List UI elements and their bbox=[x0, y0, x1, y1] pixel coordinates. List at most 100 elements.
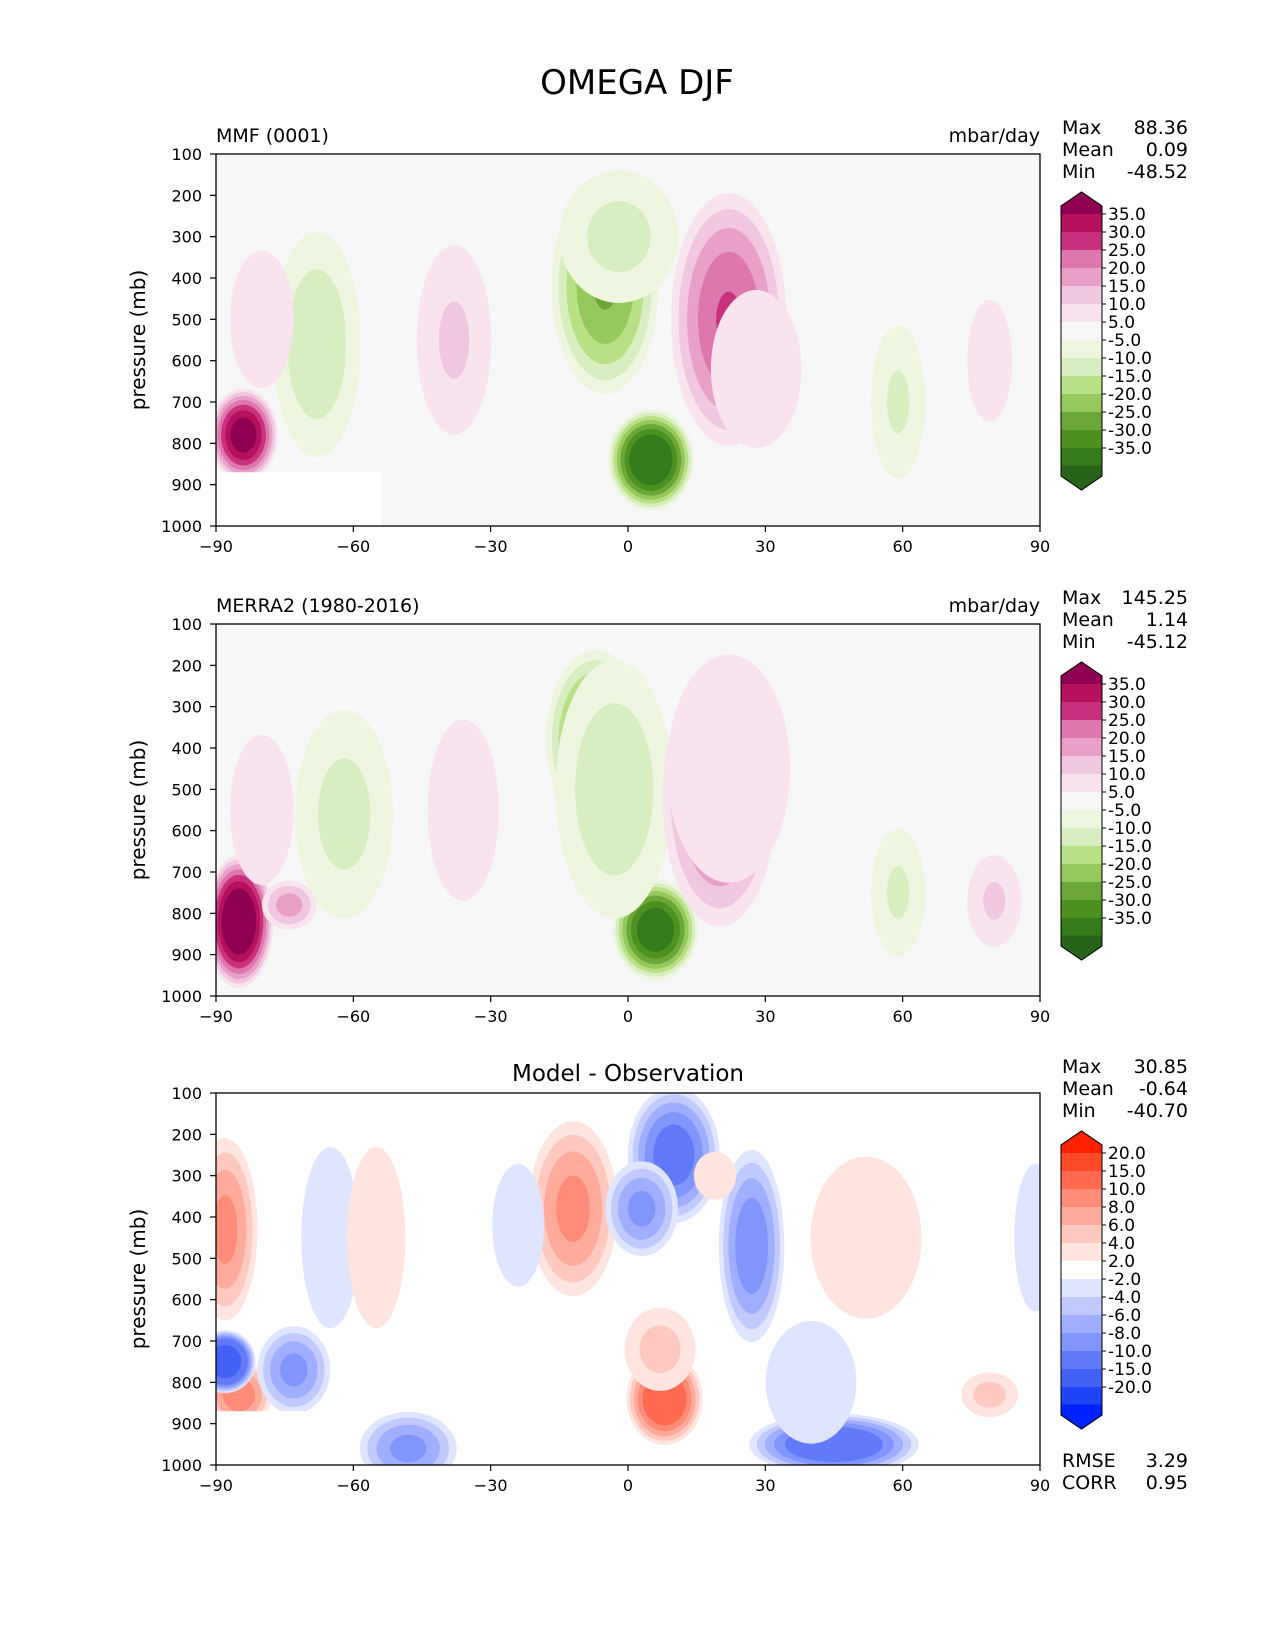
colorbar-extend-top bbox=[1060, 1130, 1103, 1154]
colorbar-label: -30.0 bbox=[1108, 891, 1152, 911]
contour-field bbox=[216, 1093, 1040, 1465]
colorbar-segment bbox=[1061, 738, 1102, 757]
panel-mmf: −90 −60 −30 0 30 60 90 100 200 300 400 500 600 700 800… bbox=[126, 117, 1188, 556]
stat-label: Min bbox=[1062, 631, 1096, 653]
contour-diff-18-1 bbox=[973, 1381, 1007, 1408]
stat-value: 3.29 bbox=[1146, 1450, 1188, 1472]
y-tick-label: 300 bbox=[171, 228, 202, 247]
colorbar-label: 30.0 bbox=[1108, 223, 1146, 243]
y-axis-label: pressure (mb) bbox=[126, 740, 150, 881]
stat-label: CORR bbox=[1062, 1472, 1117, 1494]
colorbar-label: 30.0 bbox=[1108, 693, 1146, 713]
x-tick-label: 0 bbox=[623, 537, 633, 556]
x-tick-label: −90 bbox=[199, 1007, 233, 1026]
colorbar-segment bbox=[1061, 1387, 1102, 1406]
y-tick-label: 800 bbox=[171, 1373, 202, 1392]
y-tick-label: 700 bbox=[171, 393, 202, 412]
stat-label: Max bbox=[1062, 117, 1101, 139]
colorbar-label: 20.0 bbox=[1108, 1144, 1146, 1164]
contour-mmf-8-0 bbox=[229, 250, 294, 388]
y-tick-label: 400 bbox=[171, 269, 202, 288]
colorbar-extend-top bbox=[1060, 191, 1103, 215]
colorbar-segment bbox=[1061, 774, 1102, 793]
colorbar-label: 15.0 bbox=[1108, 1162, 1146, 1182]
contour-diff-1-1 bbox=[639, 1325, 681, 1374]
contour-merra2-0-6 bbox=[636, 907, 675, 952]
colorbar-segment bbox=[1061, 376, 1102, 395]
contour-merra2-4-0 bbox=[667, 654, 791, 883]
stat-label: Min bbox=[1062, 161, 1096, 183]
colorbar-segment bbox=[1061, 268, 1102, 287]
y-tick-label: 400 bbox=[171, 1208, 202, 1227]
colorbar-segment bbox=[1061, 1189, 1102, 1208]
y-tick-label: 800 bbox=[171, 904, 202, 923]
colorbar-segment bbox=[1061, 1207, 1102, 1226]
colorbar-segment bbox=[1061, 720, 1102, 739]
contour-mmf-2-1 bbox=[587, 201, 651, 273]
y-tick-label: 600 bbox=[171, 1291, 202, 1310]
y-tick-label: 600 bbox=[171, 822, 202, 841]
colorbar-segment bbox=[1061, 304, 1102, 323]
y-tick-label: 700 bbox=[171, 1332, 202, 1351]
colorbar-segment bbox=[1061, 322, 1102, 341]
y-tick-label: 1000 bbox=[161, 987, 202, 1006]
colorbar-segment bbox=[1061, 1333, 1102, 1352]
colorbar-segment bbox=[1061, 918, 1102, 937]
stat-label: Mean bbox=[1062, 1078, 1114, 1100]
contour-merra2-5-1 bbox=[318, 758, 371, 870]
x-tick-label: −90 bbox=[199, 537, 233, 556]
y-tick-label: 500 bbox=[171, 1249, 202, 1268]
colorbar-label: 35.0 bbox=[1108, 205, 1146, 225]
colorbar-outline bbox=[1060, 191, 1103, 491]
x-tick-label: 60 bbox=[892, 1476, 912, 1495]
contour-merra2-7-6 bbox=[221, 888, 257, 955]
colorbar-segment bbox=[1061, 900, 1102, 919]
x-tick-label: −30 bbox=[474, 1476, 508, 1495]
colorbar-extend-bottom bbox=[1060, 935, 1103, 961]
contour-diff-16-0 bbox=[492, 1163, 545, 1287]
colorbar-segment bbox=[1061, 1351, 1102, 1370]
x-tick-label: 0 bbox=[623, 1007, 633, 1026]
colorbar-label: 4.0 bbox=[1108, 1234, 1135, 1254]
panels: −90 −60 −30 0 30 60 90100200300400500600700800… bbox=[126, 117, 1188, 1495]
contour-merra2-11-1 bbox=[983, 882, 1006, 920]
x-tick-label: 60 bbox=[892, 1007, 912, 1026]
colorbar-label: -20.0 bbox=[1108, 855, 1152, 875]
contour-mmf-4-0 bbox=[710, 290, 802, 448]
contour-mmf-5-1 bbox=[287, 269, 347, 420]
contour-field bbox=[216, 649, 1022, 988]
panel-diff: −90 −60 −30 0 30 60 90 100 200 300 400 500 600 700 800… bbox=[126, 1056, 1188, 1495]
y-tick-label: 600 bbox=[171, 352, 202, 371]
colorbar: 20.015.010.08.06.04.02.0-2.0-4.0-6.0-8.0… bbox=[1060, 1130, 1152, 1430]
panel-title: Model - Observation bbox=[512, 1061, 744, 1087]
colorbar-label: 8.0 bbox=[1108, 1198, 1135, 1218]
colorbar-segment bbox=[1061, 340, 1102, 359]
panel-title: MMF (0001) bbox=[216, 125, 329, 147]
y-axis-label: pressure (mb) bbox=[126, 270, 150, 411]
colorbar-label: -5.0 bbox=[1108, 801, 1141, 821]
contour-diff-14-0 bbox=[347, 1147, 406, 1329]
y-axis-label: pressure (mb) bbox=[126, 1209, 150, 1350]
colorbar-segment bbox=[1061, 286, 1102, 305]
missing-data-mask bbox=[216, 1411, 358, 1465]
colorbar-label: 2.0 bbox=[1108, 1252, 1135, 1272]
stat-value: 30.85 bbox=[1134, 1056, 1188, 1078]
colorbar-outline bbox=[1060, 661, 1103, 961]
contour-diff-2-3 bbox=[556, 1175, 590, 1242]
x-tick-label: 0 bbox=[623, 1476, 633, 1495]
colorbar-segment bbox=[1061, 1279, 1102, 1298]
stat-label: RMSE bbox=[1062, 1450, 1116, 1472]
colorbar-extend-bottom bbox=[1060, 1404, 1103, 1430]
colorbar-segment bbox=[1061, 792, 1102, 811]
contour-diff-11-5 bbox=[216, 1345, 242, 1379]
contour-merra2-2-1 bbox=[575, 703, 654, 876]
colorbar-segment bbox=[1061, 1315, 1102, 1334]
colorbar-segment bbox=[1061, 1261, 1102, 1280]
x-tick-label: −30 bbox=[474, 1007, 508, 1026]
colorbar-segment bbox=[1061, 1369, 1102, 1388]
missing-data-mask bbox=[216, 472, 381, 526]
colorbar-label: -30.0 bbox=[1108, 421, 1152, 441]
panel-title: MERRA2 (1980-2016) bbox=[216, 595, 420, 617]
colorbar-label: 35.0 bbox=[1108, 675, 1146, 695]
contour-diff-3-4 bbox=[653, 1124, 695, 1186]
